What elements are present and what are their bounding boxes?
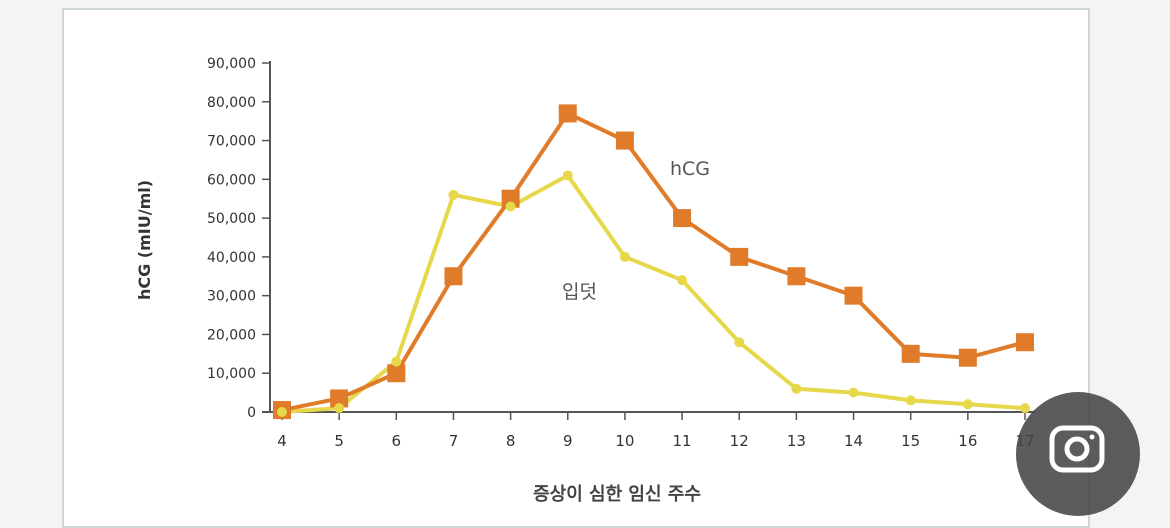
- x-tick-label: 12: [730, 432, 749, 450]
- camera-button[interactable]: [1016, 392, 1140, 516]
- y-tick-label: 10,000: [207, 366, 256, 382]
- morning-sickness-point: [677, 275, 688, 286]
- x-tick-label: 14: [844, 432, 863, 450]
- x-axis-ticks: 4567891011121314151617: [277, 412, 1035, 450]
- series-label-hcg: hCG: [670, 158, 710, 180]
- morning-sickness-point: [1020, 403, 1030, 414]
- morning-sickness-point: [905, 395, 916, 406]
- morning-sickness-point: [391, 356, 402, 367]
- morning-sickness-point: [277, 407, 287, 417]
- morning-sickness-point: [848, 387, 859, 398]
- x-tick-label: 13: [787, 432, 806, 450]
- hcg-point: [673, 209, 692, 228]
- hcg-point: [958, 348, 977, 367]
- y-tick-label: 0: [247, 405, 256, 421]
- y-tick-label: 40,000: [207, 250, 256, 266]
- morning-sickness-point: [791, 383, 802, 394]
- hcg-point: [730, 247, 749, 266]
- morning-sickness-point: [962, 399, 973, 410]
- x-axis-label: 증상이 심한 임신 주수: [533, 484, 701, 505]
- morning-sickness-point: [448, 189, 459, 200]
- hcg-point: [330, 389, 349, 408]
- y-axis-label: hCG (mIU/ml): [135, 180, 154, 300]
- hcg-point: [1016, 333, 1034, 352]
- hcg-point: [558, 104, 577, 123]
- hcg-point: [901, 344, 920, 363]
- x-tick-label: 7: [449, 432, 459, 450]
- y-tick-label: 50,000: [207, 211, 256, 227]
- hcg-point: [387, 364, 406, 383]
- x-tick-label: 8: [506, 432, 516, 450]
- hcg-point: [787, 267, 806, 286]
- chart-frame: [62, 8, 1090, 528]
- x-tick-label: 6: [392, 432, 402, 450]
- x-tick-label: 15: [901, 432, 920, 450]
- morning-sickness-point: [334, 403, 345, 414]
- morning-sickness-point: [734, 337, 745, 348]
- hcg-point: [615, 131, 634, 150]
- y-tick-label: 90,000: [207, 56, 256, 72]
- series-line-hcg: [281, 111, 1026, 413]
- y-axis-ticks: 0 10,000 20,000 30,000 40,000 50,000 60,000 70,…: [207, 56, 270, 421]
- morning-sickness-point: [619, 251, 630, 262]
- y-tick-label: 30,000: [207, 289, 256, 305]
- x-tick-label: 16: [958, 432, 977, 450]
- series-line-morning-sickness: [281, 173, 1026, 414]
- series-markers: [273, 104, 1034, 420]
- x-tick-label: 10: [615, 432, 634, 450]
- morning-sickness-point: [562, 170, 573, 181]
- line-chart: 0 10,000 20,000 30,000 40,000 50,000 60,000 70,…: [135, 56, 1035, 505]
- x-tick-label: 11: [673, 432, 692, 450]
- series-label-morning-sickness: 입덧: [562, 281, 597, 303]
- x-tick-label: 4: [277, 432, 287, 450]
- x-tick-label: 5: [334, 432, 344, 450]
- y-tick-label: 80,000: [207, 95, 256, 111]
- camera-lens-icon: [1049, 425, 1105, 473]
- hcg-point: [501, 189, 520, 208]
- morning-sickness-point: [505, 201, 516, 212]
- y-tick-label: 70,000: [207, 134, 256, 150]
- hcg-point: [444, 267, 463, 286]
- series-lines: [281, 111, 1026, 414]
- x-tick-label: 9: [563, 432, 573, 450]
- chart-axes: [262, 61, 1035, 413]
- hcg-point: [844, 286, 863, 305]
- y-tick-label: 20,000: [207, 327, 256, 343]
- y-tick-label: 60,000: [207, 172, 256, 188]
